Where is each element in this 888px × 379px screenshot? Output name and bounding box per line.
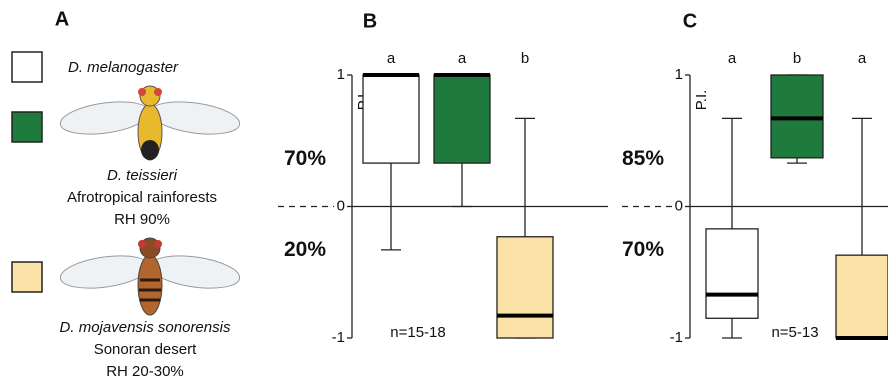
box-plot: [835, 117, 888, 340]
y-tick-label: 1: [337, 66, 345, 83]
side-label: 70%: [622, 238, 664, 261]
y-tick-label: -1: [332, 329, 345, 346]
y-tick-label: 1: [675, 66, 683, 83]
legend-swatch: [11, 51, 43, 83]
legend-text: D. melanogaster: [68, 59, 179, 76]
box-plot: [362, 73, 420, 251]
side-label: 70%: [284, 147, 326, 170]
sample-size: n=5-13: [771, 324, 818, 341]
legend-text: RH 20-30%: [106, 363, 184, 379]
panel-label: A: [55, 8, 69, 30]
legend-text: RH 90%: [114, 211, 170, 228]
box: [433, 74, 491, 164]
legend-swatch: [11, 111, 43, 143]
significance-letter: b: [521, 50, 529, 67]
significance-letter: a: [858, 50, 867, 67]
box: [362, 74, 420, 164]
fly-mojavensis: [59, 237, 241, 316]
box: [496, 236, 554, 339]
y-tick-label: 0: [675, 197, 683, 214]
panel-label: C: [683, 10, 697, 32]
side-label: 85%: [622, 147, 664, 170]
box-plot: [705, 117, 759, 339]
legend-text: D. mojavensis sonorensis: [60, 319, 231, 336]
box: [705, 228, 759, 319]
sample-size: n=15-18: [390, 324, 445, 341]
significance-letter: a: [728, 50, 737, 67]
y-tick-label: -1: [670, 329, 683, 346]
box-plot: [496, 117, 554, 339]
legend-text: D. teissieri: [107, 167, 178, 184]
box-plot: [770, 74, 824, 164]
fly-teissieri: [59, 85, 241, 161]
y-tick-label: 0: [337, 197, 345, 214]
significance-letter: a: [387, 50, 396, 67]
box: [835, 254, 888, 339]
legend-text: Afrotropical rainforests: [67, 189, 217, 206]
panel-label: B: [363, 10, 377, 32]
y-axis-label: P.I.: [693, 90, 710, 111]
significance-letter: b: [793, 50, 801, 67]
box-plot: [433, 73, 491, 208]
legend-text: Sonoran desert: [94, 341, 197, 358]
side-label: 20%: [284, 238, 326, 261]
legend-swatch: [11, 261, 43, 293]
significance-letter: a: [458, 50, 467, 67]
